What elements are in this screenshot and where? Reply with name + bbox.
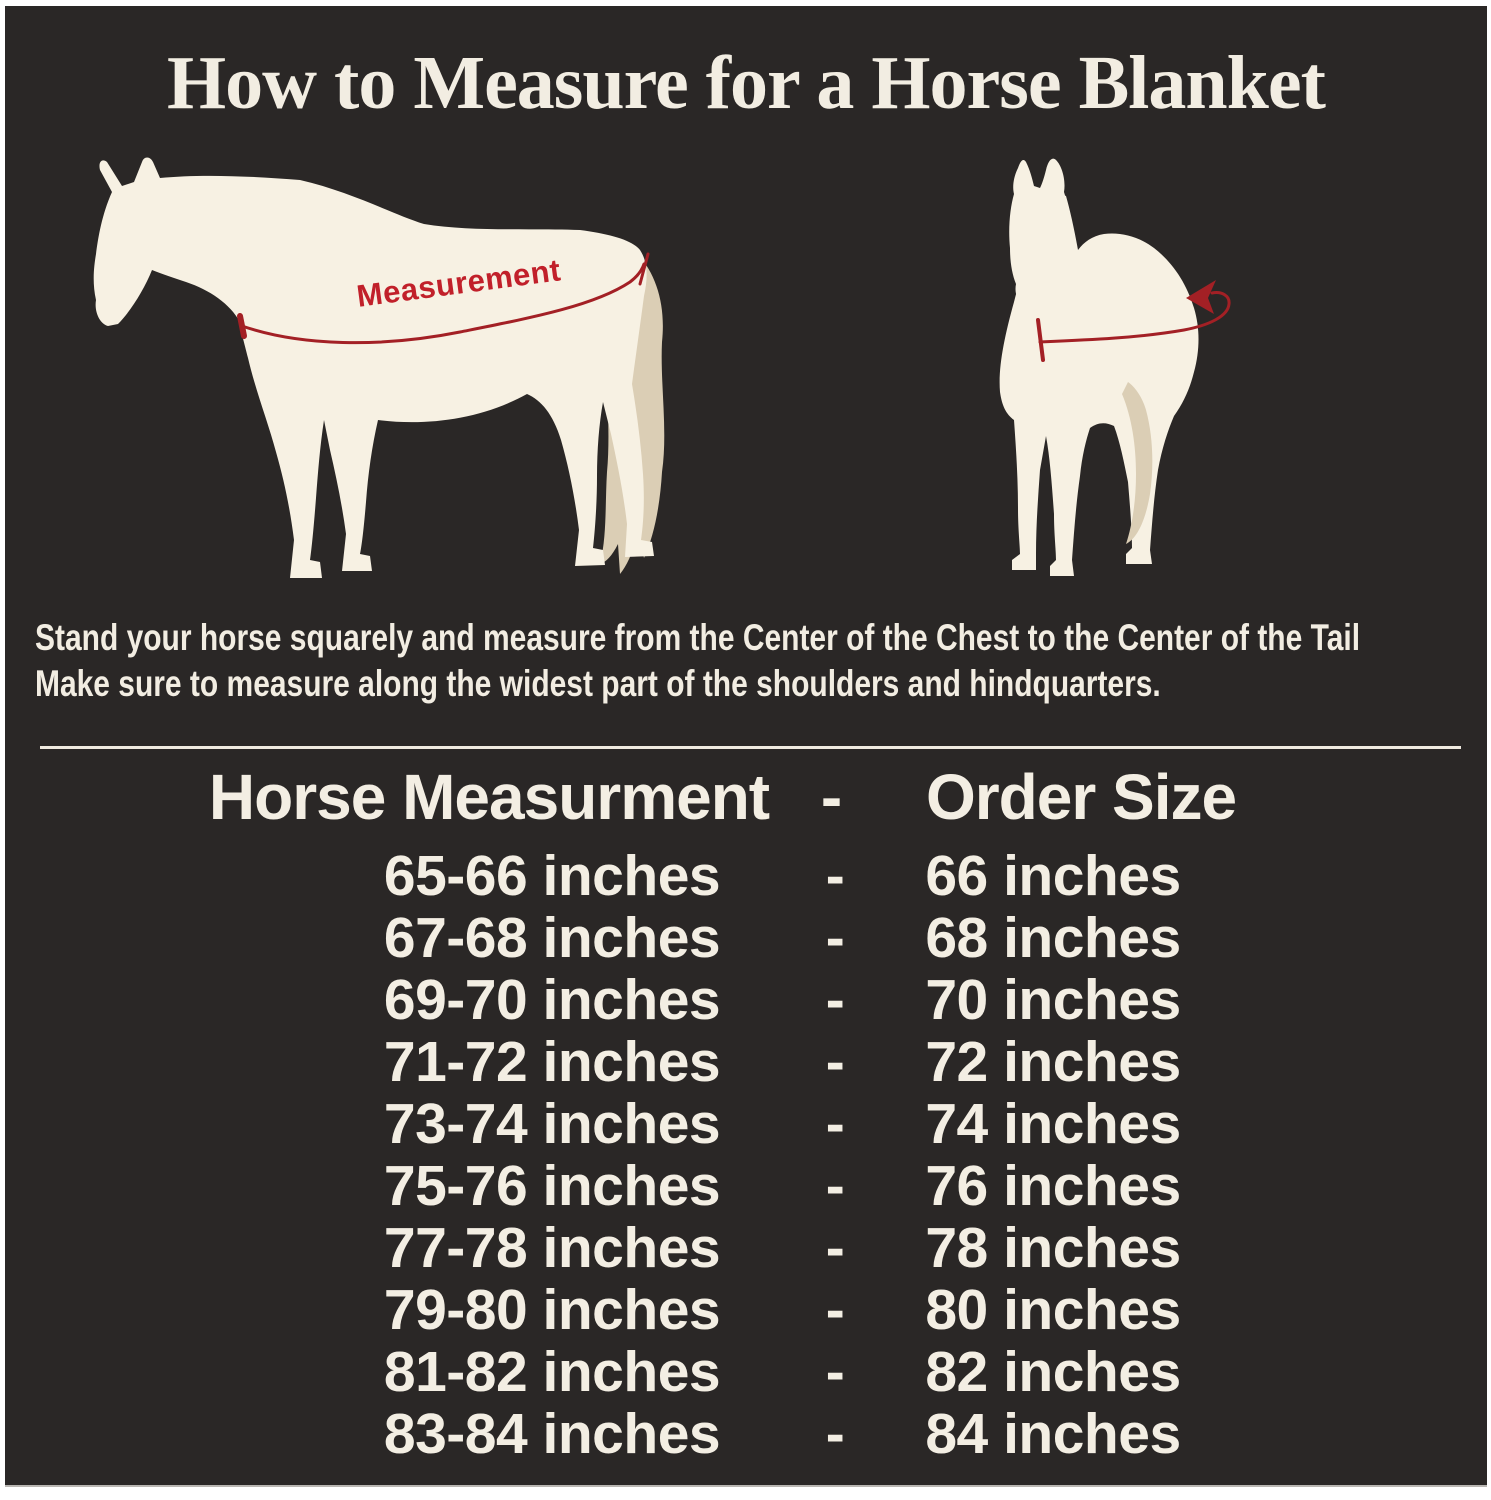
horse-front-tail-shape bbox=[1122, 382, 1153, 544]
row-separator: - bbox=[825, 1154, 845, 1218]
order-size-value: 76 inches bbox=[925, 1154, 1181, 1218]
front-view-horse-illustration bbox=[999, 158, 1231, 576]
measurement-value: 79-80 inches bbox=[383, 1278, 721, 1342]
order-size-value: 78 inches bbox=[925, 1216, 1181, 1280]
row-separator: - bbox=[825, 906, 845, 970]
measurement-value: 67-68 inches bbox=[383, 906, 721, 970]
table-row: 65-66 inches - 66 inches bbox=[5, 845, 1487, 907]
measurement-value: 77-78 inches bbox=[383, 1216, 721, 1280]
measurement-value: 73-74 inches bbox=[383, 1092, 721, 1156]
girth-measurement-line bbox=[1038, 291, 1231, 344]
row-separator: - bbox=[825, 968, 845, 1032]
order-size-value: 68 inches bbox=[925, 906, 1181, 970]
measurement-value: 81-82 inches bbox=[383, 1340, 721, 1404]
horse-body-shape bbox=[93, 157, 654, 578]
order-size-value: 74 inches bbox=[925, 1092, 1181, 1156]
table-header-horse-measurement: Horse Measurment bbox=[208, 761, 770, 833]
row-separator: - bbox=[825, 1030, 845, 1094]
row-separator: - bbox=[825, 1216, 845, 1280]
order-size-value: 70 inches bbox=[925, 968, 1181, 1032]
measurement-arrow-icon bbox=[1186, 280, 1216, 314]
measurement-value: 69-70 inches bbox=[383, 968, 721, 1032]
table-row: 73-74 inches - 74 inches bbox=[5, 1093, 1487, 1155]
table-row: 69-70 inches - 70 inches bbox=[5, 969, 1487, 1031]
girth-measurement-tick bbox=[1036, 318, 1045, 362]
measurement-value: 65-66 inches bbox=[383, 844, 721, 908]
instructions-line-1: Stand your horse squarely and measure fr… bbox=[35, 617, 1361, 658]
table-row: 77-78 inches - 78 inches bbox=[5, 1217, 1487, 1279]
horse-front-head-shape bbox=[1009, 158, 1070, 311]
order-size-value: 72 inches bbox=[925, 1030, 1181, 1094]
measurement-start-tick bbox=[237, 313, 247, 339]
row-separator: - bbox=[825, 1278, 845, 1342]
section-divider bbox=[40, 746, 1461, 749]
row-separator: - bbox=[825, 844, 845, 908]
order-size-value: 80 inches bbox=[925, 1278, 1181, 1342]
table-row: 75-76 inches - 76 inches bbox=[5, 1155, 1487, 1217]
row-separator: - bbox=[825, 1340, 845, 1404]
instructions-block: Stand your horse squarely and measure fr… bbox=[35, 615, 1491, 707]
order-size-value: 82 inches bbox=[925, 1340, 1181, 1404]
measurement-value: 83-84 inches bbox=[383, 1402, 721, 1466]
page-title: How to Measure for a Horse Blanket bbox=[167, 41, 1326, 125]
row-separator: - bbox=[825, 1092, 845, 1156]
measurement-line bbox=[240, 262, 646, 345]
table-row: 71-72 inches - 72 inches bbox=[5, 1031, 1487, 1093]
row-separator: - bbox=[825, 1402, 845, 1466]
measurement-value: 71-72 inches bbox=[383, 1030, 721, 1094]
side-view-horse-illustration bbox=[93, 157, 665, 578]
table-row: 79-80 inches - 80 inches bbox=[5, 1279, 1487, 1341]
order-size-value: 84 inches bbox=[925, 1402, 1181, 1466]
table-row: 67-68 inches - 68 inches bbox=[5, 907, 1487, 969]
table-row: 83-84 inches - 84 inches bbox=[5, 1403, 1487, 1465]
table-header-separator: - bbox=[820, 761, 842, 833]
order-size-value: 66 inches bbox=[925, 844, 1181, 908]
instructions-line-2: Make sure to measure along the widest pa… bbox=[35, 663, 1161, 704]
dark-background-panel: How to Measure for a Horse Blanket bbox=[5, 6, 1487, 1487]
measurement-value: 75-76 inches bbox=[383, 1154, 721, 1218]
table-header-order-size: Order Size bbox=[925, 761, 1237, 833]
size-table: 65-66 inches - 66 inches 67-68 inches - … bbox=[5, 845, 1487, 1465]
table-row: 81-82 inches - 82 inches bbox=[5, 1341, 1487, 1403]
measurement-end-tick bbox=[638, 252, 650, 286]
